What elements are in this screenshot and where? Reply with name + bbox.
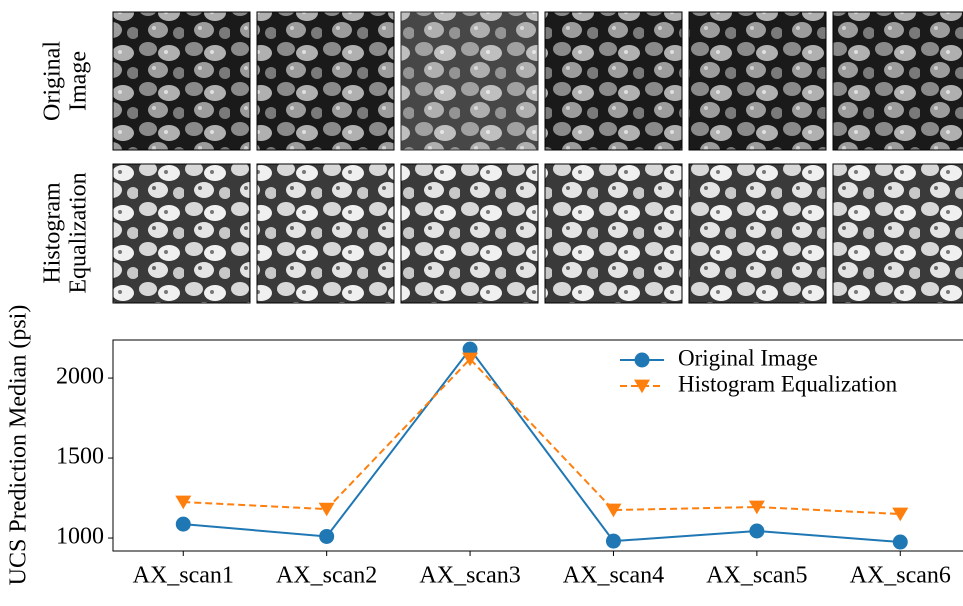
sem-image — [113, 12, 250, 150]
x-tick-label: AX_scan6 — [850, 563, 951, 589]
sem-image — [545, 164, 682, 303]
sem-image — [833, 12, 963, 150]
sem-image — [689, 12, 826, 150]
image-row — [113, 12, 963, 150]
data-point — [319, 529, 334, 544]
x-tick-label: AX_scan5 — [706, 563, 807, 589]
x-tick-label: AX_scan4 — [563, 563, 664, 589]
image-grid — [113, 12, 963, 303]
row-label: Equalization — [66, 172, 92, 293]
sem-image — [833, 164, 963, 303]
data-point — [749, 524, 764, 539]
image-row — [113, 164, 963, 303]
legend-label: Original Image — [678, 345, 818, 370]
sem-image — [401, 164, 538, 303]
sem-image — [113, 164, 250, 303]
row-label: Image — [66, 51, 92, 111]
sem-image — [257, 12, 394, 150]
figure: UCS Prediction Median (psi) OriginalImag… — [0, 0, 963, 606]
legend-marker — [635, 353, 650, 368]
data-point — [893, 535, 908, 550]
x-tick-label: AX_scan3 — [419, 563, 520, 589]
sem-image — [689, 164, 826, 303]
x-tick-label: AX_scan2 — [276, 563, 377, 589]
row-label: Histogram — [40, 182, 66, 284]
legend-label: Histogram Equalization — [678, 371, 898, 396]
sem-image — [401, 12, 538, 150]
data-point — [606, 534, 621, 549]
y-tick-label: 1000 — [56, 524, 104, 550]
sem-image — [545, 12, 682, 150]
row-label: Original — [40, 41, 66, 121]
y-axis-label: UCS Prediction Median (psi) — [6, 305, 32, 586]
data-point — [176, 517, 191, 532]
sem-image — [257, 164, 394, 303]
y-tick-label: 1500 — [56, 444, 104, 470]
y-tick-label: 2000 — [56, 364, 104, 390]
x-tick-label: AX_scan1 — [133, 563, 234, 589]
